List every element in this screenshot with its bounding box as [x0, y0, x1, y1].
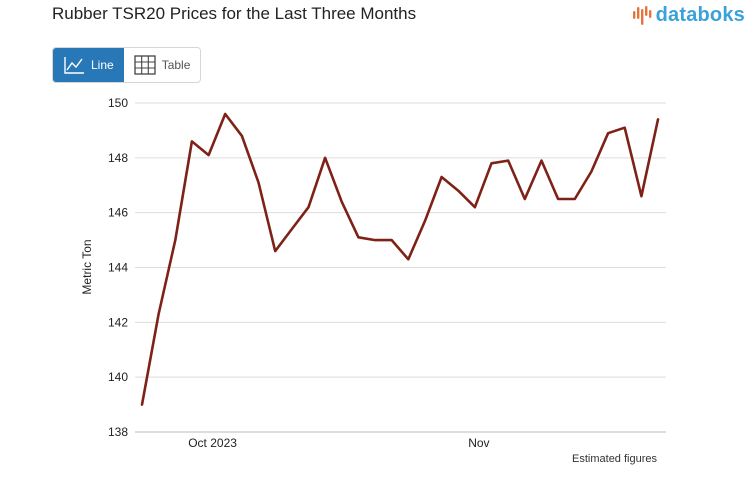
data-point[interactable] — [386, 234, 398, 246]
data-point[interactable] — [153, 308, 165, 320]
line-view-button[interactable]: Line — [53, 48, 124, 82]
data-point[interactable] — [452, 185, 464, 197]
series-line — [140, 112, 660, 406]
gridlines — [135, 102, 666, 433]
line-chart-icon — [64, 57, 84, 74]
data-point[interactable] — [186, 135, 198, 147]
data-point[interactable] — [203, 149, 215, 161]
data-point[interactable] — [402, 253, 414, 265]
y-tick-label: 140 — [108, 370, 128, 384]
data-point[interactable] — [535, 155, 547, 167]
y-tick-label: 142 — [108, 315, 128, 329]
y-tick-label: 138 — [108, 425, 128, 439]
table-view-label: Table — [161, 58, 191, 72]
data-point[interactable] — [635, 190, 647, 202]
data-point[interactable] — [136, 399, 148, 411]
x-tick-label: Nov — [468, 436, 489, 450]
y-tick-label: 144 — [108, 261, 128, 275]
data-point[interactable] — [286, 223, 298, 235]
brand-logo: databoks — [632, 4, 745, 27]
data-point[interactable] — [169, 234, 181, 246]
y-tick-label: 148 — [108, 151, 128, 165]
data-point[interactable] — [369, 234, 381, 246]
data-point[interactable] — [569, 193, 581, 205]
data-point[interactable] — [519, 193, 531, 205]
y-tick-label: 150 — [108, 96, 128, 110]
data-point[interactable] — [269, 245, 281, 257]
data-point[interactable] — [652, 113, 664, 125]
data-point[interactable] — [502, 155, 514, 167]
data-point[interactable] — [486, 157, 498, 169]
data-point[interactable] — [602, 127, 614, 139]
y-tick-label: 146 — [108, 206, 128, 220]
data-point[interactable] — [219, 108, 231, 120]
view-toggle: Line Table — [52, 47, 202, 83]
data-point[interactable] — [619, 122, 631, 134]
series-group — [136, 108, 664, 411]
chart-title: Rubber TSR20 Prices for the Last Three M… — [52, 4, 417, 23]
table-grid-icon — [134, 55, 156, 75]
data-point[interactable] — [469, 201, 481, 213]
data-point[interactable] — [336, 196, 348, 208]
data-point[interactable] — [236, 130, 248, 142]
y-axis-label: Metric Ton — [80, 239, 94, 294]
x-tick-label: Oct 2023 — [188, 436, 237, 450]
data-point[interactable] — [419, 215, 431, 227]
databoks-logo-icon — [632, 5, 651, 25]
data-point[interactable] — [253, 177, 265, 189]
data-point[interactable] — [436, 171, 448, 183]
table-view-button[interactable]: Table — [123, 48, 201, 82]
data-point[interactable] — [352, 231, 364, 243]
line-view-label: Line — [91, 58, 114, 72]
brand-name: databoks — [655, 4, 745, 26]
x-axis-ticks: Oct 2023 Nov — [188, 436, 489, 450]
data-point[interactable] — [302, 201, 314, 213]
data-point[interactable] — [585, 166, 597, 178]
y-axis-ticks: 138 140 142 144 146 148 150 — [108, 96, 128, 439]
data-point[interactable] — [552, 193, 564, 205]
data-point[interactable] — [319, 152, 331, 164]
estimated-figures-note: Estimated figures — [572, 453, 657, 465]
